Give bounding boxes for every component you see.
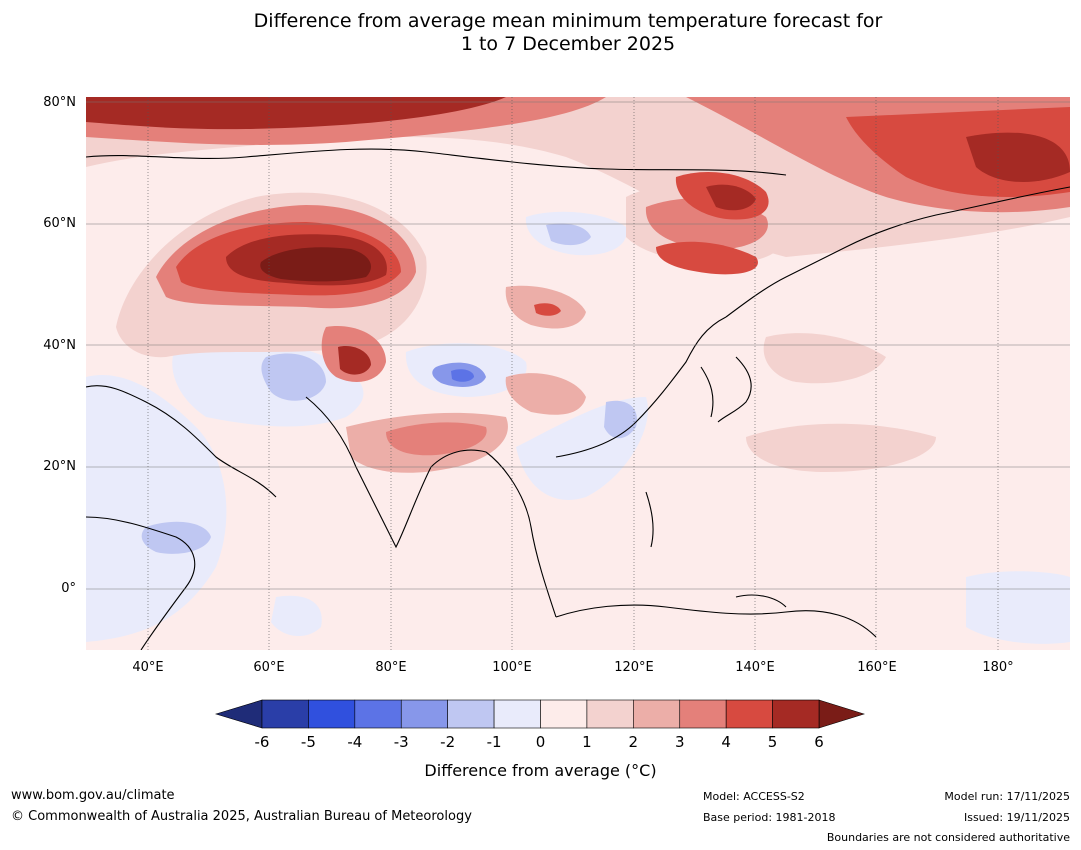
colorbar-tick-label: 0 <box>535 733 546 751</box>
colorbar-cell <box>400 699 448 729</box>
footer-website: www.bom.gov.au/climate <box>11 788 175 803</box>
anomaly-warm-arctic-east-core <box>966 132 1070 183</box>
coast-india <box>305 396 487 549</box>
colorbar-cell <box>354 699 402 729</box>
colorbar-title: Difference from average (°C) <box>0 761 1081 780</box>
coastlines <box>86 148 1070 650</box>
lon-label-180: 180° <box>982 660 1014 675</box>
coast-china <box>555 316 727 458</box>
colorbar-cell <box>725 699 773 729</box>
anomaly-cool-africa <box>141 521 211 554</box>
anomaly-warm-gangetic <box>386 422 487 456</box>
anomaly-cool-arabia <box>86 375 227 642</box>
colorbar-cell <box>772 699 820 729</box>
colorbar-tick-label: -6 <box>254 733 270 751</box>
colorbar-cell <box>633 699 681 729</box>
lat-label-40n: 40°N <box>43 338 76 353</box>
colorbar-cell <box>308 699 356 729</box>
coast-northeast-asia <box>725 186 1070 318</box>
colorbar-tick-label: 1 <box>582 733 592 751</box>
footer-model: Model: ACCESS-S2 <box>703 790 805 803</box>
lon-label-120e: 120°E <box>614 660 654 675</box>
anomaly-warm-west-pacific <box>746 423 936 472</box>
coast-east-africa <box>86 516 196 650</box>
lon-label-140e: 140°E <box>735 660 775 675</box>
colorbar-tick-label: -5 <box>300 733 316 751</box>
lat-label-80n: 80°N <box>43 95 76 110</box>
map-svg <box>86 97 1070 650</box>
colorbar <box>214 699 866 729</box>
anomaly-warm-kashmir-core <box>338 346 371 375</box>
anomaly-cool-tibet-center <box>451 369 474 382</box>
anomaly-cool-mongolia-core <box>546 223 591 246</box>
colorbar-under-arrow <box>214 699 263 729</box>
footer-copyright: © Commonwealth of Australia 2025, Austra… <box>11 809 472 824</box>
anomaly-warm-gobi-core <box>534 303 561 316</box>
colorbar-tick-label: -3 <box>393 733 409 751</box>
colorbar-tick-label: -4 <box>347 733 363 751</box>
title-line-2: 1 to 7 December 2025 <box>460 33 676 55</box>
lon-label-80e: 80°E <box>375 660 407 675</box>
anomaly-warm-amur <box>656 241 758 275</box>
colorbar-cell <box>493 699 541 729</box>
coast-borneo <box>735 594 787 608</box>
coast-arctic <box>86 148 787 176</box>
colorbar-tick-label: 4 <box>721 733 731 751</box>
colorbar-over-arrow <box>818 699 866 729</box>
coast-philippines <box>645 491 654 548</box>
anomaly-warm-kazakh-peak <box>260 247 371 282</box>
meridians <box>147 97 999 650</box>
colorbar-tick-label: 6 <box>814 733 824 751</box>
anomaly-cool-pacific <box>966 571 1070 644</box>
anomaly-warm-yakutia-core <box>706 184 756 211</box>
colorbar-label: Difference from average (°C) <box>424 761 657 780</box>
colorbar-tick-label: 3 <box>674 733 685 751</box>
colorbar-cell <box>586 699 634 729</box>
anomaly-warm-sichuan <box>505 373 586 415</box>
lon-label-100e: 100°E <box>492 660 532 675</box>
title-line-1: Difference from average mean minimum tem… <box>253 10 883 32</box>
coast-indonesia <box>555 604 877 638</box>
anomaly-warm-arctic-west-core <box>86 97 506 130</box>
colorbar-cell <box>540 699 588 729</box>
lon-label-160e: 160°E <box>857 660 897 675</box>
anomaly-cool-iran-core <box>261 353 326 401</box>
coast-indochina <box>485 451 557 618</box>
coast-korea <box>700 366 714 418</box>
colorbar-tick-label: 5 <box>767 733 778 751</box>
forecast-map <box>86 97 1070 650</box>
footer-base-period: Base period: 1981-2018 <box>703 811 836 824</box>
footer-model-run: Model run: 17/11/2025 <box>944 790 1070 803</box>
colorbar-tick-label: 2 <box>628 733 639 751</box>
colorbar-tick-label: -1 <box>486 733 502 751</box>
colorbar-cell <box>447 699 495 729</box>
footer-issued: Issued: 19/11/2025 <box>963 811 1070 824</box>
lon-label-40e: 40°E <box>132 660 164 675</box>
chart-title: Difference from average mean minimum tem… <box>0 10 1081 56</box>
lon-label-60e: 60°E <box>253 660 285 675</box>
footer-disclaimer: Boundaries are not considered authoritat… <box>826 831 1070 844</box>
colorbar-cell <box>261 699 309 729</box>
lat-label-0: 0° <box>61 581 76 596</box>
graticule <box>86 101 1070 590</box>
lat-label-20n: 20°N <box>43 459 76 474</box>
coast-arabia <box>86 385 277 498</box>
anomaly-cool-indian-ocean <box>271 595 322 637</box>
coast-japan <box>717 356 752 423</box>
anomaly-warm-north-pacific <box>763 333 886 384</box>
colorbar-cell <box>679 699 727 729</box>
colorbar-tick-label: -2 <box>440 733 456 751</box>
lat-label-60n: 60°N <box>43 216 76 231</box>
